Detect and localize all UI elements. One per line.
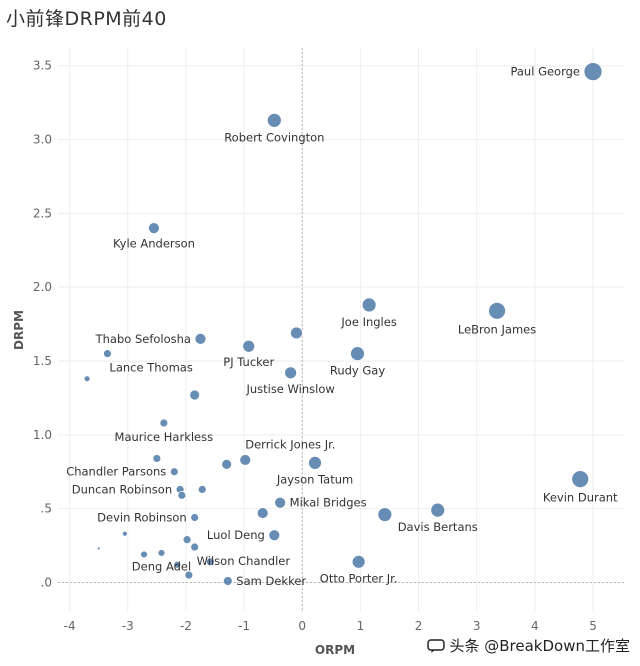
x-tick-label: -2 [180, 619, 192, 633]
data-point [350, 346, 365, 362]
data-point [583, 62, 603, 82]
data-point [169, 467, 179, 477]
point-label: Kyle Anderson [113, 237, 195, 251]
data-point [96, 546, 101, 551]
data-point [242, 339, 256, 353]
point-labels: Paul George Robert Covington Kyle Anderson… [66, 65, 618, 588]
x-tick-label: 1 [357, 619, 365, 633]
point-label: Joe Ingles [340, 315, 396, 329]
chart-title: 小前锋DRPM前40 [6, 8, 167, 30]
data-point [488, 301, 506, 320]
point-label: Lance Thomas [109, 361, 192, 375]
y-tick-label: .5 [41, 502, 52, 516]
y-axis-title: DRPM [12, 310, 26, 350]
point-label: Kevin Durant [543, 491, 618, 505]
data-point [221, 458, 233, 470]
watermark-text: 头条 @BreakDown工作室 [449, 637, 630, 655]
point-label: Sam Dekker [236, 574, 306, 588]
data-point [184, 570, 194, 580]
data-point [103, 349, 112, 359]
data-point [351, 554, 366, 569]
x-tick-label: 2 [415, 619, 423, 633]
point-label: Justise Winslow [245, 382, 334, 396]
data-point [268, 529, 281, 542]
x-tick-label: -3 [122, 619, 134, 633]
data-point [190, 542, 200, 552]
data-point [274, 496, 287, 509]
x-tick-label: -1 [238, 619, 250, 633]
point-label: Luol Deng [207, 528, 265, 542]
data-point [571, 470, 590, 489]
data-point [121, 530, 128, 537]
data-point [182, 535, 192, 545]
point-label: LeBron James [458, 322, 536, 336]
y-tick-label: 1.0 [33, 428, 52, 442]
data-point [194, 332, 207, 345]
point-label: Mikal Bridges [290, 496, 367, 510]
x-tick-label: 4 [531, 619, 539, 633]
data-point [361, 297, 377, 313]
point-label: Rudy Gay [330, 364, 385, 378]
data-point [190, 513, 200, 522]
data-point [239, 454, 252, 466]
point-label: Davis Bertans [398, 520, 478, 534]
point-label: Maurice Harkless [115, 430, 214, 444]
point-label: Robert Covington [224, 130, 324, 144]
point-label: Derrick Jones Jr. [245, 437, 335, 451]
data-point [290, 326, 303, 340]
y-tick-label: 2.0 [33, 280, 52, 294]
x-tick-label: -4 [64, 619, 76, 633]
x-tick-label: 3 [473, 619, 481, 633]
data-point [152, 454, 162, 463]
data-point [83, 375, 91, 383]
data-point [266, 112, 282, 128]
watermark: 头条 @BreakDown工作室 [427, 635, 630, 656]
y-tick-label: .0 [41, 575, 52, 589]
data-point [205, 557, 215, 567]
data-point [177, 490, 187, 500]
data-point [308, 455, 322, 470]
data-points [83, 62, 603, 586]
data-point [173, 560, 182, 569]
data-point [159, 418, 169, 428]
point-label: Thabo Sefolosha [95, 332, 191, 346]
gridlines [58, 48, 625, 612]
point-label: Jayson Tatum [276, 472, 353, 486]
data-point [256, 507, 269, 519]
data-point [284, 366, 298, 380]
x-tick-label: 0 [298, 619, 306, 633]
y-tick-label: 3.0 [33, 133, 52, 147]
data-point [157, 549, 166, 557]
y-tick-label: 1.5 [33, 354, 52, 368]
data-point [197, 485, 207, 494]
data-point [140, 550, 148, 559]
data-point [222, 576, 233, 586]
data-point [377, 507, 393, 522]
point-label: Duncan Robinson [72, 482, 172, 496]
zero-lines [58, 48, 625, 612]
axis-ticks: -4 -3 -2 -1 0 1 2 3 4 5 .0 .5 1.0 1.5 2.0 2.5 3.0 3.5 [33, 59, 597, 633]
point-label: PJ Tucker [223, 355, 274, 369]
point-label: Wilson Chandler [197, 554, 291, 568]
point-label: Chandler Parsons [66, 465, 166, 479]
y-tick-label: 2.5 [33, 206, 52, 220]
x-axis-title: ORPM [315, 643, 355, 657]
point-label: Paul George [510, 65, 580, 79]
data-point [189, 389, 201, 401]
data-point [430, 502, 446, 518]
point-label: Otto Porter Jr. [320, 571, 398, 585]
data-point [148, 222, 160, 235]
point-label: Deng Adel [132, 559, 191, 573]
y-tick-label: 3.5 [33, 59, 52, 73]
chat-bubble-icon [427, 638, 446, 653]
point-label: Devin Robinson [97, 511, 186, 525]
x-tick-label: 5 [589, 619, 597, 633]
